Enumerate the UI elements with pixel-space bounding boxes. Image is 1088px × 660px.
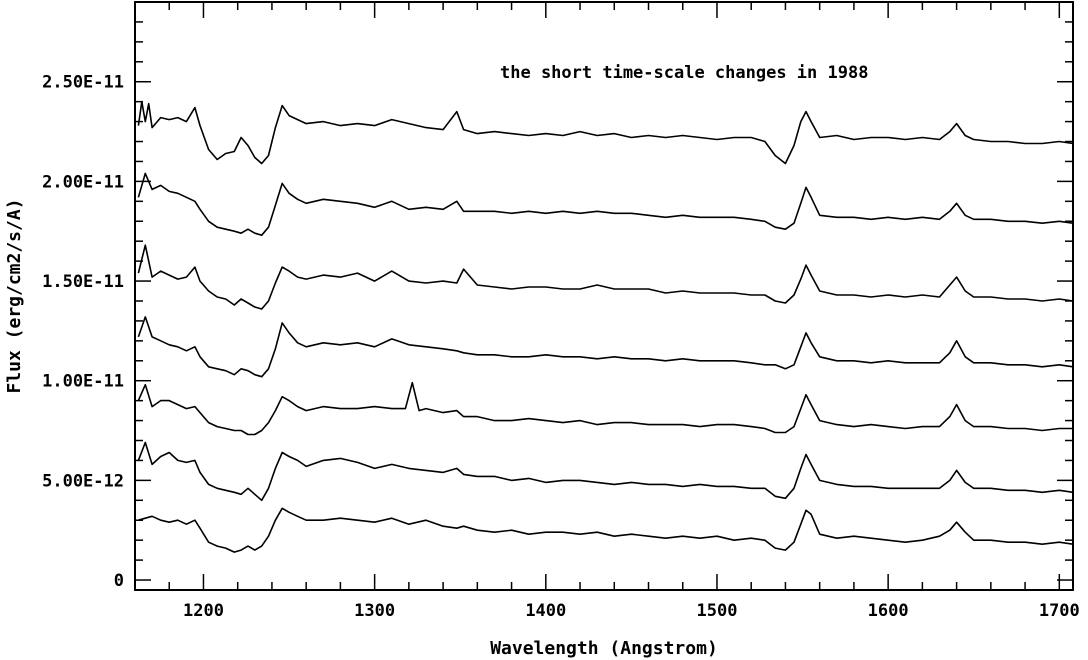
- x-tick-label: 1600: [868, 601, 909, 621]
- y-tick-label: 5.00E-12: [42, 471, 124, 491]
- x-tick-label: 1400: [525, 601, 566, 621]
- y-axis-label: Flux (erg/cm2/s/A): [4, 198, 25, 393]
- spectrum-line-4: [137, 316, 1074, 378]
- chart-annotation: the short time-scale changes in 1988: [500, 63, 868, 83]
- spectrum-line-6: [137, 172, 1074, 236]
- x-tick-label: 1300: [354, 601, 395, 621]
- spectra-series-group: [137, 100, 1074, 553]
- y-axis-tick-labels: 0 5.00E-12 1.00E-11 1.50E-11 2.00E-11 2.50E-1…: [42, 73, 124, 591]
- x-tick-label: 1700: [1039, 601, 1080, 621]
- spectrum-line-1: [138, 507, 1074, 553]
- y-tick-label: 2.00E-11: [42, 172, 124, 192]
- y-tick-label: 1.00E-11: [42, 372, 124, 392]
- y-tick-label: 1.50E-11: [42, 272, 124, 292]
- y-axis-ticks: [135, 1, 1073, 581]
- spectrum-line-5: [137, 244, 1074, 310]
- spectrum-line-7: [137, 100, 1074, 165]
- x-tick-label: 1500: [696, 601, 737, 621]
- x-axis-label: Wavelength (Angstrom): [490, 638, 718, 659]
- plot-frame: [134, 1, 1074, 591]
- x-axis-ticks: [168, 2, 1061, 590]
- x-tick-label: 1200: [183, 601, 224, 621]
- spectrum-line-3: [137, 381, 1073, 436]
- y-tick-label: 2.50E-11: [42, 73, 124, 93]
- x-axis-tick-labels: 1200 1300 1400 1500 1600 1700: [183, 601, 1080, 621]
- y-tick-label: 0: [114, 571, 124, 591]
- spectrum-line-2: [137, 441, 1074, 502]
